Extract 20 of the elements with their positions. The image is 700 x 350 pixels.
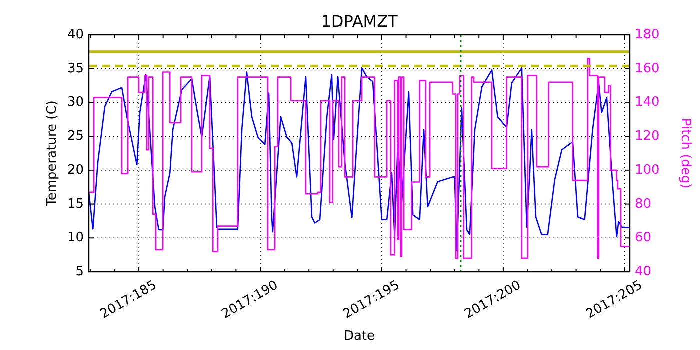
y2-tick-label: 100 bbox=[635, 162, 660, 178]
y2-tick-label: 140 bbox=[635, 95, 660, 110]
y-tick-label: 15 bbox=[67, 196, 84, 212]
y-tick-label: 25 bbox=[67, 129, 84, 144]
y2-tick-label: 60 bbox=[635, 230, 652, 246]
y-tick-label: 40 bbox=[67, 28, 84, 42]
y-axis-title: Temperature (C) bbox=[45, 100, 60, 208]
x-axis-title: Date bbox=[344, 329, 376, 344]
y-tick-label: 30 bbox=[67, 95, 84, 110]
y2-tick-label: 40 bbox=[635, 264, 652, 280]
y2-tick-label: 120 bbox=[635, 129, 660, 144]
y2-tick-label: 160 bbox=[635, 61, 660, 76]
y-tick-label: 35 bbox=[67, 61, 84, 76]
y-tick-label: 5 bbox=[76, 264, 84, 280]
y2-tick-label: 80 bbox=[635, 196, 652, 212]
y2-tick-label: 180 bbox=[635, 28, 660, 42]
y-tick-label: 10 bbox=[67, 230, 84, 246]
y2-axis-title: Pitch (deg) bbox=[678, 118, 693, 189]
y-tick-label: 20 bbox=[67, 162, 84, 178]
chart-title: 1DPAMZT bbox=[321, 12, 398, 31]
